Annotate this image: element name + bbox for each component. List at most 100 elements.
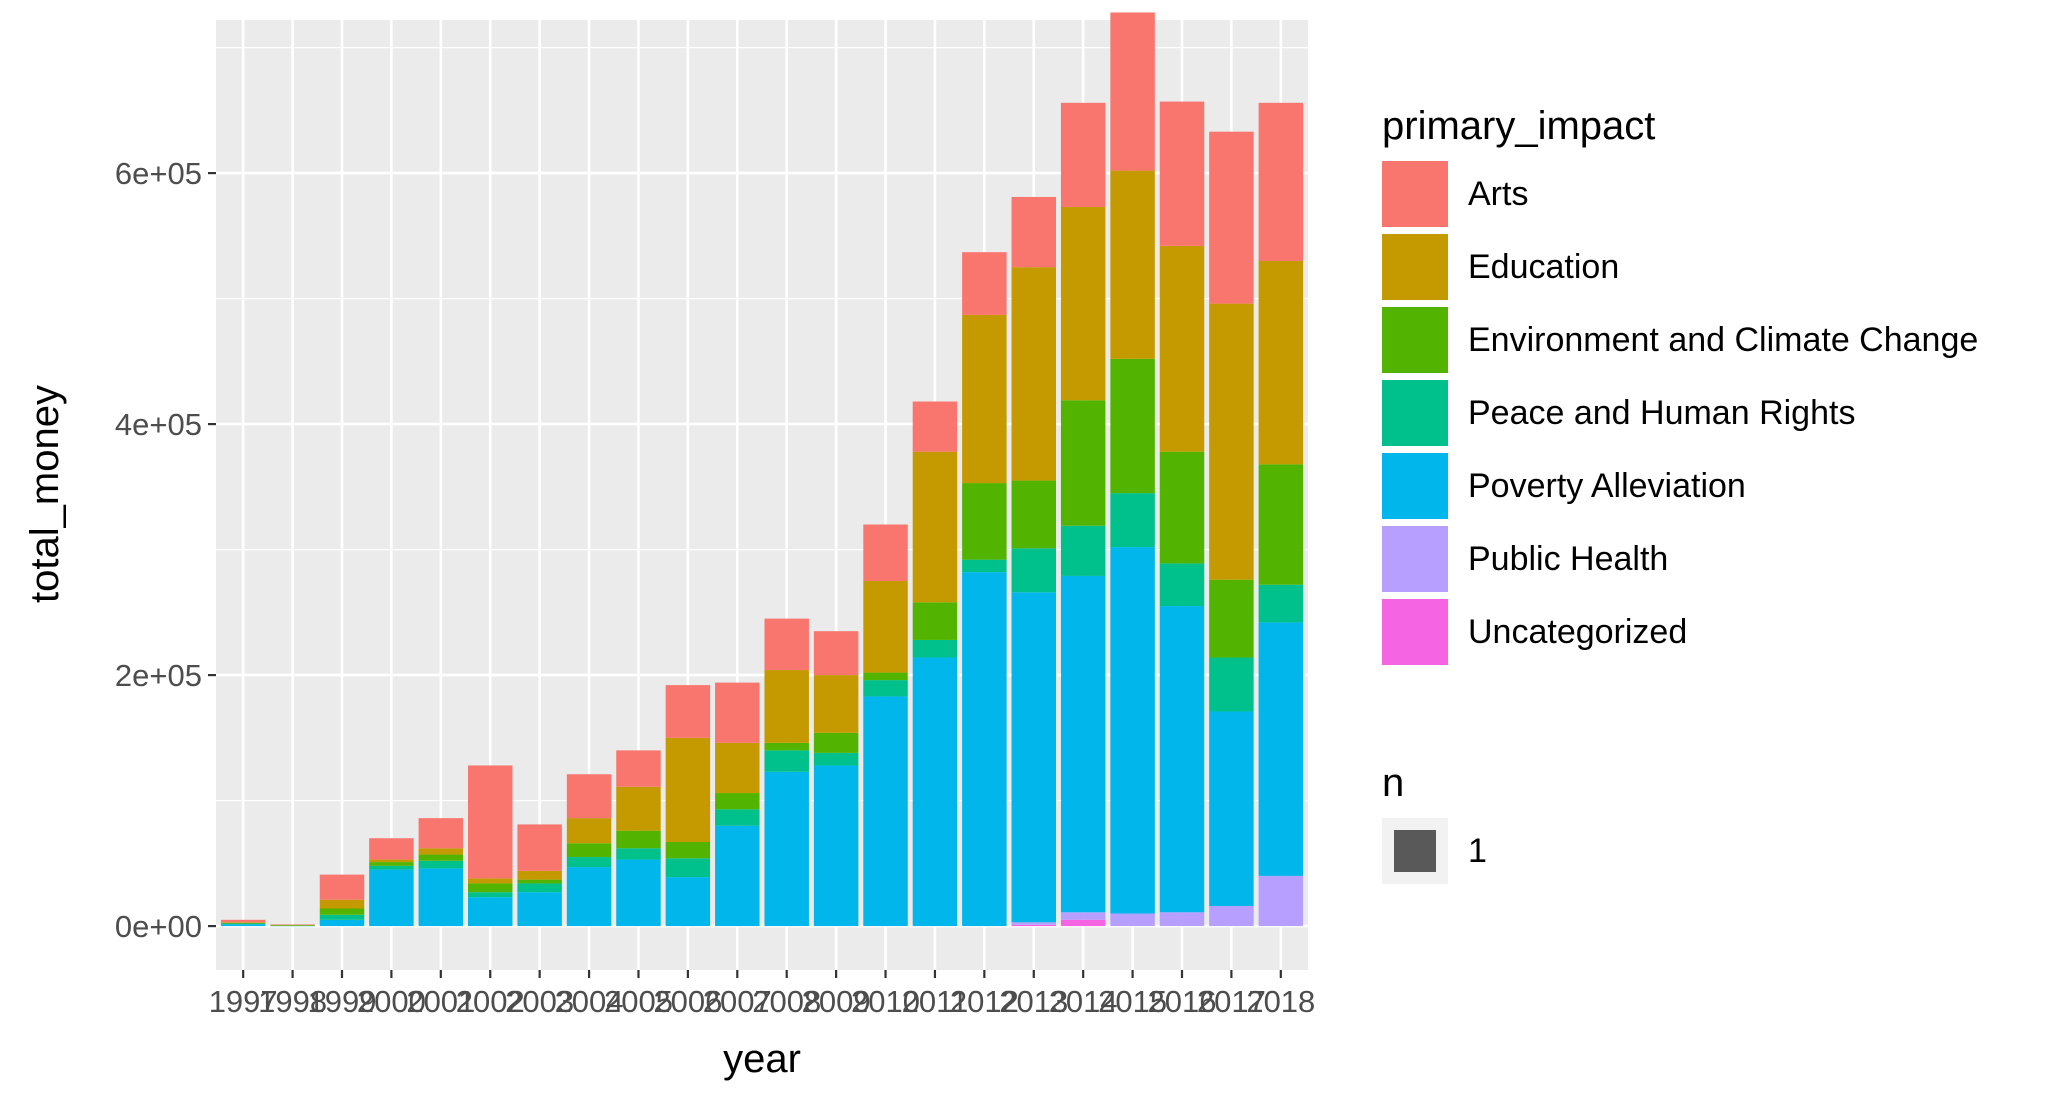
bar-segment xyxy=(1060,206,1106,401)
legend-label: Education xyxy=(1468,248,1619,286)
x-tick-label: 2014 xyxy=(1049,984,1118,1019)
bar-segment xyxy=(1060,575,1106,913)
bar-segment xyxy=(220,923,266,925)
bar-segment xyxy=(270,925,315,926)
bar-segment xyxy=(1110,12,1155,171)
bar-segment xyxy=(863,524,908,581)
bar-segment xyxy=(764,618,809,671)
bar-segment xyxy=(270,924,315,925)
bar-segment xyxy=(715,682,760,743)
bar-segment xyxy=(319,919,365,927)
legend-swatch xyxy=(1382,234,1448,300)
bar-segment xyxy=(270,924,315,926)
bar-segment xyxy=(863,580,908,673)
bar-segment xyxy=(813,752,859,766)
bar-segment xyxy=(1060,912,1106,920)
bar-segment xyxy=(1258,622,1304,876)
bar-segment xyxy=(468,892,513,898)
bar-segment xyxy=(1011,922,1056,925)
x-tick-label: 2017 xyxy=(1197,984,1266,1019)
bar-segment xyxy=(1110,913,1155,927)
bar-segment xyxy=(1209,711,1254,906)
x-tick-label: 2013 xyxy=(999,984,1068,1019)
bar-segment xyxy=(665,858,711,878)
x-tick-label: 2007 xyxy=(703,984,772,1019)
bar-segment xyxy=(813,765,859,927)
bar-segment xyxy=(813,631,859,676)
bar-segment xyxy=(270,925,315,927)
x-tick-label: 2018 xyxy=(1246,984,1315,1019)
bar-segment xyxy=(517,824,562,871)
x-tick-label: 2011 xyxy=(902,984,969,1019)
bar-segment xyxy=(1258,464,1304,585)
bar-segment xyxy=(220,919,266,923)
bar-segment xyxy=(220,922,266,923)
bar-segment xyxy=(566,818,612,844)
bar-segment xyxy=(418,818,464,849)
bar-segment xyxy=(1258,584,1304,623)
bar-segment xyxy=(1258,875,1304,927)
bar-segment xyxy=(1209,657,1254,712)
bar-segment xyxy=(665,877,711,927)
bar-segment xyxy=(813,675,859,733)
bar-segment xyxy=(517,883,562,893)
bar-segment xyxy=(813,732,859,753)
bar-segment xyxy=(1110,547,1155,914)
x-tick-label: 1999 xyxy=(308,984,377,1019)
bar-segment xyxy=(418,848,464,855)
bar-segment xyxy=(665,685,711,738)
bar-segment xyxy=(1209,303,1254,580)
bar-segment xyxy=(1209,905,1254,927)
bar-segment xyxy=(715,793,760,810)
x-tick-label: 2005 xyxy=(604,984,673,1019)
bar-segment xyxy=(1258,260,1304,465)
x-tick-label: 2009 xyxy=(802,984,871,1019)
x-axis: 1997199819992000200120022003200420052006… xyxy=(209,970,1315,1019)
bar-segment xyxy=(1011,480,1056,549)
x-tick-label: 2003 xyxy=(505,984,574,1019)
bar-segment xyxy=(468,897,513,927)
bar-segment xyxy=(418,868,464,927)
legend-label: Poverty Alleviation xyxy=(1468,467,1746,505)
bar-segment xyxy=(764,742,809,751)
size-legend-swatch xyxy=(1394,830,1436,872)
bar-segment xyxy=(369,865,414,870)
x-tick-label: 2008 xyxy=(752,984,821,1019)
bar-segment xyxy=(1011,592,1056,923)
bar-segment xyxy=(369,859,414,863)
legend-label: Environment and Climate Change xyxy=(1468,321,1978,359)
bar-segment xyxy=(319,874,365,900)
x-tick-label: 2002 xyxy=(456,984,525,1019)
bar-segment xyxy=(1060,102,1106,207)
y-tick-label: 6e+05 xyxy=(115,156,202,191)
bar-segment xyxy=(220,922,266,924)
bar-segment xyxy=(616,750,661,787)
bar-segment xyxy=(912,451,958,603)
size-legend: n 1 xyxy=(1382,761,1487,884)
bar-segment xyxy=(319,908,365,915)
legend: primary_impact Arts Education Environment … xyxy=(1382,104,1978,665)
bar-segment xyxy=(962,252,1007,315)
y-axis: 0e+00 2e+05 4e+05 6e+05 xyxy=(115,156,216,944)
bar-segment xyxy=(715,809,760,826)
legend-swatch xyxy=(1382,307,1448,373)
bar-segment xyxy=(468,765,513,879)
bar-segment xyxy=(1159,245,1205,452)
x-tick-label: 1997 xyxy=(209,984,278,1019)
bar-segment xyxy=(369,869,414,927)
x-tick-label: 2012 xyxy=(950,984,1019,1019)
x-axis-title: year xyxy=(723,1037,801,1081)
bar-segment xyxy=(1159,912,1205,927)
bar-segment xyxy=(912,401,958,452)
bar-segment xyxy=(517,870,562,880)
bar-segment xyxy=(912,657,958,927)
bar-segment xyxy=(715,742,760,794)
x-tick-label: 2006 xyxy=(653,984,722,1019)
legend-swatch xyxy=(1382,526,1448,592)
bar-segment xyxy=(418,854,464,861)
legend-swatch xyxy=(1382,380,1448,446)
bar-segment xyxy=(764,771,809,927)
bar-segment xyxy=(566,774,612,819)
bar-segment xyxy=(1159,563,1205,607)
bar-segment xyxy=(962,314,1007,484)
